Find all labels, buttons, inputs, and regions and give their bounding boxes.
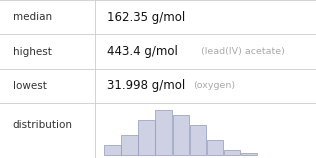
- Bar: [241, 153, 257, 155]
- Text: median: median: [13, 12, 52, 22]
- Text: highest: highest: [13, 46, 52, 57]
- Text: 162.35 g/mol: 162.35 g/mol: [107, 11, 186, 24]
- Bar: [104, 145, 121, 155]
- Text: 443.4 g/mol: 443.4 g/mol: [107, 45, 178, 58]
- Text: (oxygen): (oxygen): [193, 81, 235, 90]
- Text: lowest: lowest: [13, 81, 46, 91]
- Bar: [190, 125, 206, 155]
- Bar: [138, 120, 155, 155]
- Bar: [173, 115, 189, 155]
- Text: distribution: distribution: [13, 120, 73, 130]
- Text: (lead(IV) acetate): (lead(IV) acetate): [201, 47, 284, 56]
- Bar: [207, 140, 223, 155]
- Bar: [121, 135, 138, 155]
- Bar: [224, 150, 240, 155]
- Bar: [155, 110, 172, 155]
- Text: 31.998 g/mol: 31.998 g/mol: [107, 79, 186, 92]
